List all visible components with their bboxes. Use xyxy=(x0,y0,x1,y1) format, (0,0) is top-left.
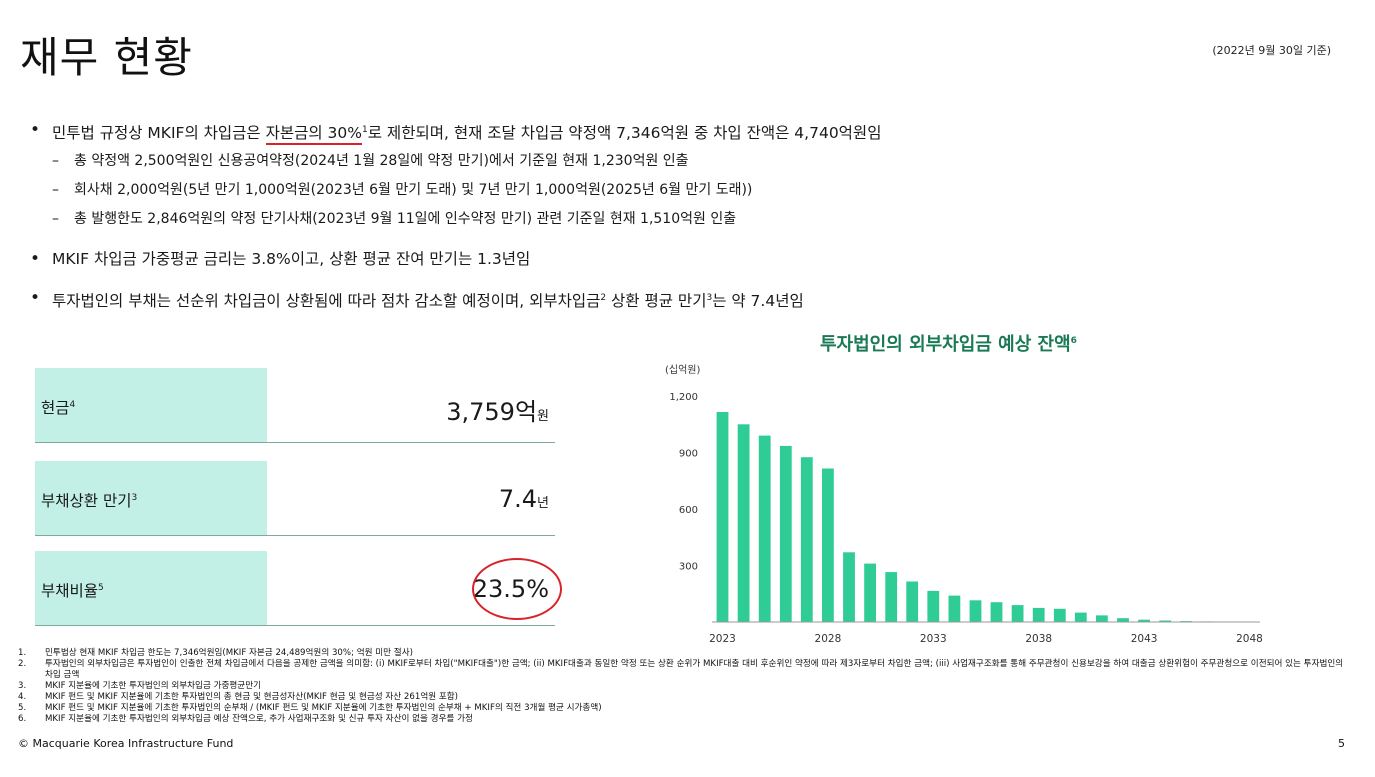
bar-2028 xyxy=(822,468,834,622)
kpi-label: 부채비율5 xyxy=(41,582,104,600)
bullet-text: 로 제한되며, 현재 조달 차입금 약정액 7,346억원 중 차입 잔액은 4… xyxy=(367,124,882,143)
x-tick-label: 2038 xyxy=(1025,633,1052,645)
bullet-list: 민투법 규정상 MKIF의 차입금은 자본금의 30%1로 제한되며, 현재 조… xyxy=(30,116,1350,315)
debt-balance-chart: (십억원) 300 600 900 1,200 2023 2028 2033 2038 204… xyxy=(665,364,1263,645)
bullet-interest-rate: MKIF 차입금 가중평균 금리는 3.8%이고, 상환 평균 잔여 만기는 1… xyxy=(30,245,1350,273)
bullet-borrowing-limit: 민투법 규정상 MKIF의 차입금은 자본금의 30%1로 제한되며, 현재 조… xyxy=(30,116,1350,147)
footnotes: 1. 민투법상 현재 MKIF 차입금 한도는 7,346억원임(MKIF 자본금… xyxy=(18,648,1348,725)
sub-bullet-credit-facility: 총 약정액 2,500억원인 신용공여약정(2024년 1월 28일에 약정 만… xyxy=(30,147,1350,176)
capital-limit-highlight: 자본금의 30% xyxy=(265,124,363,146)
footnote: 2. 투자법인의 외부차입금은 투자법인이 인출한 전체 차입금에서 다음을 공제… xyxy=(18,659,1344,680)
bullet-investee-debt: 투자법인의 부채는 선순위 차입금이 상환됨에 따라 점차 감소할 예정이며, … xyxy=(30,284,1350,315)
bar-2035 xyxy=(969,600,982,622)
bar-2026 xyxy=(779,445,792,622)
footnote: 4. MKIF 펀드 및 MKIF 지분율에 기초한 투자법인의 총 현금 및 현… xyxy=(18,692,459,702)
sub-bullet-corporate-bonds: 회사채 2,000억원(5년 만기 1,000억원(2023년 6월 만기 도래… xyxy=(30,176,1350,205)
as-of-date: (2022년 9월 30일 기준) xyxy=(1212,44,1331,57)
kpi-label-cell xyxy=(35,368,267,442)
bar-2039 xyxy=(1053,608,1066,622)
sub-bullet-short-term-bonds: 총 발행한도 2,846억원의 약정 단기사채(2023년 9월 11일에 인수… xyxy=(30,205,1350,234)
kpi-value: 7.4년 xyxy=(498,485,549,513)
y-tick-label: 1,200 xyxy=(669,392,698,403)
bar-2029 xyxy=(843,552,855,622)
page-number: 5 xyxy=(1338,737,1345,750)
copyright: © Macquarie Korea Infrastructure Fund xyxy=(18,737,234,750)
kpi-label: 부채상환 만기3 xyxy=(41,492,138,510)
bar-2040 xyxy=(1074,612,1087,622)
kpi-cash: 현금4 3,759억원 xyxy=(35,368,555,443)
bullet-text: 민투법 규정상 MKIF의 차입금은 xyxy=(52,124,266,143)
x-tick-label: 2033 xyxy=(920,633,947,645)
y-tick-label: 600 xyxy=(679,505,698,516)
footnote-ref: 2 xyxy=(600,293,607,304)
x-tick-label: 2028 xyxy=(815,633,842,645)
bullet-text: 투자법인의 부채는 선순위 차입금이 상환됨에 따라 점차 감소할 예정이며, … xyxy=(52,292,601,311)
y-tick-label: 300 xyxy=(679,562,698,573)
bar-2024 xyxy=(737,424,750,623)
bar-2027 xyxy=(800,457,813,622)
bar-2043 xyxy=(1138,619,1150,622)
kpi-label-cell xyxy=(35,551,267,625)
kpi-label: 현금4 xyxy=(41,399,76,417)
footnote-ref: 3 xyxy=(706,293,713,304)
bar-2034 xyxy=(948,595,961,622)
bar-2033 xyxy=(927,590,940,622)
footnote: 6. MKIF 지분율에 기초한 투자법인의 외부차입금 예상 잔액으로, 추가 … xyxy=(18,714,473,724)
page-title: 재무 현황 xyxy=(20,33,193,82)
footnote: 3. MKIF 지분율에 기초한 투자법인의 외부차입금 가중평균만기 xyxy=(18,681,262,691)
red-circle-annotation xyxy=(472,558,562,620)
kpi-maturity: 부채상환 만기3 7.4년 xyxy=(35,461,555,536)
bar-2038 xyxy=(1032,607,1045,622)
footnote: 5. MKIF 펀드 및 MKIF 지분율에 기초한 투자법인의 순부채 / (M… xyxy=(18,703,602,713)
y-axis-label: (십억원) xyxy=(665,364,701,376)
bar-2025 xyxy=(758,435,771,622)
chart-title: 투자법인의 외부차입금 예상 잔액6 xyxy=(820,334,1077,355)
footnote: 1. 민투법상 현재 MKIF 차입금 한도는 7,346억원임(MKIF 자본금… xyxy=(18,648,413,658)
x-tick-label: 2048 xyxy=(1236,633,1263,645)
kpi-label-cell xyxy=(35,461,267,535)
bullet-text: 는 약 7.4년임 xyxy=(712,292,804,311)
kpi-value: 3,759억원 xyxy=(446,398,549,426)
bar-2036 xyxy=(990,602,1003,622)
footnote-ref: 1 xyxy=(362,125,368,135)
y-tick-label: 900 xyxy=(679,449,698,460)
bar-2044 xyxy=(1159,620,1172,622)
bar-2030 xyxy=(864,563,876,622)
bar-2031 xyxy=(885,572,898,622)
bullet-text: 상환 평균 만기 xyxy=(606,292,707,311)
bar-2032 xyxy=(906,581,919,622)
bar-2042 xyxy=(1117,618,1129,622)
x-tick-label: 2043 xyxy=(1131,633,1158,645)
bar-2041 xyxy=(1096,615,1108,622)
bar-2037 xyxy=(1011,605,1024,622)
x-tick-label: 2023 xyxy=(709,633,736,645)
bar-2023 xyxy=(716,412,729,622)
